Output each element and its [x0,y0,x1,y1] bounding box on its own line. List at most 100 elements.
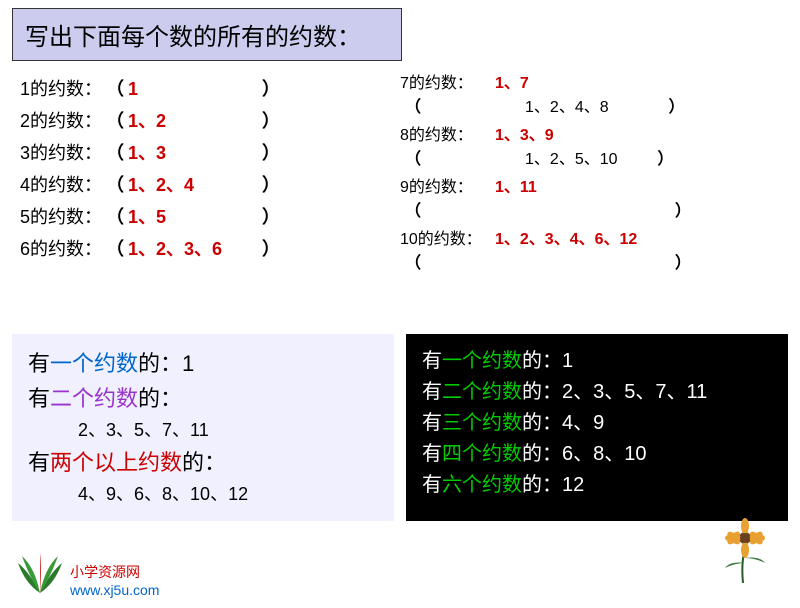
title: 写出下面每个数的所有的约数： [12,8,402,61]
row-label: 6的约数： [20,235,102,261]
summary-row: 有六个约数的：12 [422,470,772,501]
paren-close: ） [669,93,685,117]
highlight: 四个约数 [442,443,522,465]
value: 1 [562,350,573,372]
paren-open: （ [106,235,124,261]
paren-close: ） [262,107,280,133]
row-answer: 1、5 [128,203,258,229]
row-answer: 1、7 [495,69,529,93]
paren-close: ） [262,171,280,197]
panel-light: 有一个约数的：1 有二个约数的： 2、3、5、7、11 有两个以上约数的： 4、… [12,334,394,521]
right-column: 7的约数：1、7 （ 1、2、4、8 ） 8的约数：1、3、9 （ 1、2、5、10 ）… [400,69,780,277]
row-answer: 1、2、3、6 [128,235,258,261]
text: 有 [28,450,50,475]
table-row: 9的约数：1、11 （ ） [400,173,780,221]
text: 有 [422,350,442,372]
row-label: 1的约数： [20,75,102,101]
summary-row: 有二个约数的：2、3、5、7、11 [422,377,772,408]
text: 有 [422,381,442,403]
summary-row: 有三个约数的：4、9 [422,408,772,439]
summary-row: 有两个以上约数的： [28,445,378,480]
paren-open: （ [405,93,421,117]
highlight: 六个约数 [442,474,522,496]
text: 的： [182,450,226,475]
row-label: 10的约数： [400,225,495,249]
paren-close: ） [262,203,280,229]
text: 的： [522,350,562,372]
paren-close: ） [262,75,280,101]
logo-url: www.xj5u.com [70,582,159,598]
value: 2、3、5、7、11 [78,416,378,445]
row-label: 3的约数： [20,139,102,165]
text: 有 [28,386,50,411]
row-label: 9的约数： [400,173,495,197]
highlight: 一个约数 [50,351,138,376]
table-row: 4的约数：（1、2、4） [20,171,400,197]
value: 1 [182,351,194,376]
table-row: 6的约数：（1、2、3、6） [20,235,400,261]
flower-icon [715,513,775,588]
text: 有 [28,351,50,376]
row-answer: 1、2 [128,107,258,133]
divisor-table: 1的约数：（1） 2的约数：（1、2） 3的约数：（1、3） 4的约数：（1、2… [0,69,800,277]
row-answer: 1、2、5、10 [525,145,618,169]
row-label: 2的约数： [20,107,102,133]
logo-text: 小学资源网 www.xj5u.com [70,562,159,598]
table-row: 10的约数：1、2、3、4、6、12 （ ） [400,225,780,273]
row-label: 5的约数： [20,203,102,229]
text: 的： [522,412,562,434]
value: 4、9 [562,412,604,434]
paren-open: （ [405,249,421,273]
paren-open: （ [106,203,124,229]
text: 的： [522,443,562,465]
highlight: 三个约数 [442,412,522,434]
row-answer: 1、3 [128,139,258,165]
text: 有 [422,474,442,496]
paren-open: （ [405,145,421,169]
table-row: 3的约数：（1、3） [20,139,400,165]
row-answer: 1、2、3、4、6、12 [495,225,637,249]
highlight: 二个约数 [442,381,522,403]
highlight: 一个约数 [442,350,522,372]
text: 的： [138,351,182,376]
table-row: 2的约数：（1、2） [20,107,400,133]
paren-open: （ [106,107,124,133]
value: 4、9、6、8、10、12 [78,480,378,509]
row-answer: 1、2、4、8 [525,93,609,117]
logo-cn: 小学资源网 [70,562,159,582]
paren-open: （ [106,171,124,197]
table-row: 5的约数：（1、5） [20,203,400,229]
row-label: 8的约数： [400,121,495,145]
row-answer: 1 [128,79,258,100]
paren-close: ） [262,139,280,165]
row-answer: 1、11 [495,173,537,197]
summary-row: 有一个约数的：1 [422,346,772,377]
paren-open: （ [405,197,421,221]
value: 6、8、10 [562,443,647,465]
row-label: 7的约数： [400,69,495,93]
summary-row: 有二个约数的： [28,381,378,416]
highlight: 两个以上约数 [50,450,182,475]
text: 有 [422,443,442,465]
text: 的： [138,386,182,411]
table-row: 7的约数：1、7 （ 1、2、4、8 ） [400,69,780,117]
table-row: 8的约数：1、3、9 （ 1、2、5、10 ） [400,121,780,169]
row-label: 4的约数： [20,171,102,197]
value: 2、3、5、7、11 [562,381,707,403]
summary-row: 有一个约数的：1 [28,346,378,381]
value: 12 [562,474,584,496]
paren-close: ） [675,197,691,221]
row-answer: 1、3、9 [495,121,554,145]
row-answer: 1、2、4 [128,171,258,197]
bottom-panels: 有一个约数的：1 有二个约数的： 2、3、5、7、11 有两个以上约数的： 4、… [0,328,800,527]
table-row: 1的约数：（1） [20,75,400,101]
paren-close: ） [675,249,691,273]
left-column: 1的约数：（1） 2的约数：（1、2） 3的约数：（1、3） 4的约数：（1、2… [20,69,400,277]
summary-row: 有四个约数的：6、8、10 [422,439,772,470]
highlight: 二个约数 [50,386,138,411]
paren-close: ） [658,145,674,169]
paren-open: （ [106,139,124,165]
paren-open: （ [106,75,124,101]
text: 的： [522,474,562,496]
text: 有 [422,412,442,434]
